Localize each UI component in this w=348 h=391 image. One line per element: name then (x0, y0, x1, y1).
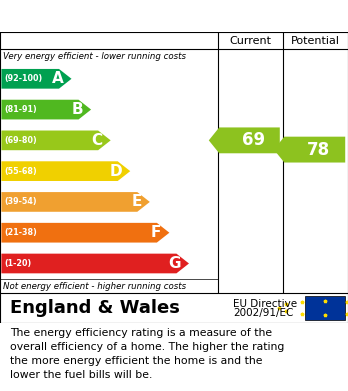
Polygon shape (1, 254, 189, 273)
Text: 69: 69 (242, 131, 265, 149)
Text: EU Directive: EU Directive (233, 298, 297, 308)
Polygon shape (274, 137, 345, 163)
Bar (304, 296, 345, 320)
Text: 2002/91/EC: 2002/91/EC (233, 308, 293, 318)
Polygon shape (1, 161, 130, 181)
Text: Current: Current (229, 36, 271, 45)
Text: C: C (92, 133, 103, 148)
Text: (69-80): (69-80) (4, 136, 37, 145)
Text: G: G (168, 256, 181, 271)
Polygon shape (1, 223, 169, 242)
Polygon shape (209, 127, 280, 153)
Polygon shape (1, 100, 91, 119)
Polygon shape (1, 69, 72, 89)
Polygon shape (1, 192, 150, 212)
Text: D: D (110, 164, 122, 179)
Text: (39-54): (39-54) (4, 197, 37, 206)
Text: B: B (71, 102, 83, 117)
Text: (55-68): (55-68) (4, 167, 37, 176)
Text: Energy Efficiency Rating: Energy Efficiency Rating (10, 9, 232, 23)
Text: A: A (52, 71, 63, 86)
Polygon shape (1, 131, 111, 150)
Text: F: F (151, 225, 161, 240)
Text: 78: 78 (307, 141, 330, 159)
Text: (92-100): (92-100) (4, 74, 42, 83)
Text: (1-20): (1-20) (4, 259, 31, 268)
Text: England & Wales: England & Wales (10, 299, 180, 317)
Text: Not energy efficient - higher running costs: Not energy efficient - higher running co… (3, 282, 187, 291)
Text: Potential: Potential (291, 36, 340, 45)
Text: E: E (132, 194, 142, 210)
Text: The energy efficiency rating is a measure of the
overall efficiency of a home. T: The energy efficiency rating is a measur… (10, 328, 285, 380)
Text: (21-38): (21-38) (4, 228, 37, 237)
Text: (81-91): (81-91) (4, 105, 37, 114)
Text: Very energy efficient - lower running costs: Very energy efficient - lower running co… (3, 52, 187, 61)
